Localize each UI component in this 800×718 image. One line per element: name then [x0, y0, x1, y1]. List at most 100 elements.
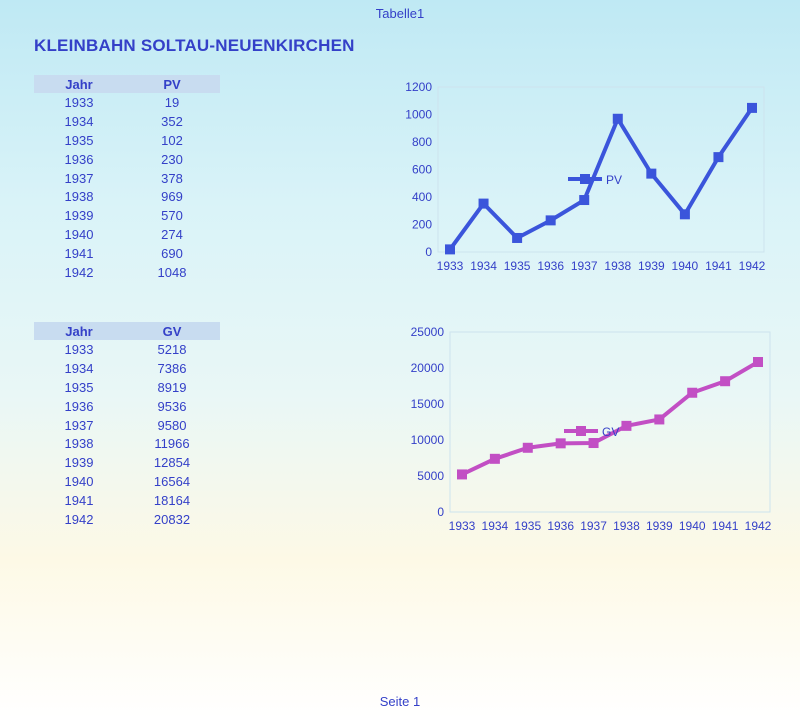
data-point: [478, 198, 489, 209]
series-line: [448, 106, 754, 251]
data-point: [545, 215, 556, 226]
table-row: 1941 18164: [34, 491, 220, 510]
cell-value: 102: [161, 132, 183, 148]
table-row: 1942 1048: [34, 263, 220, 282]
cell-year: 1934: [64, 360, 94, 376]
data-point: [579, 195, 590, 206]
table-row: 1933 5218: [34, 340, 220, 359]
column-header-jahr: Jahr: [34, 75, 124, 93]
y-tick-label: 5000: [417, 469, 444, 483]
table-row: 1941 690: [34, 244, 220, 263]
x-tick-label: 1941: [705, 259, 732, 273]
pv-line-chart: 0 200 400 600 800 1000 1200 1933 1934 1935 1936 193…: [405, 80, 766, 273]
table-row: 1938 969: [34, 187, 220, 206]
series-line: [461, 360, 760, 477]
y-tick-label: 15000: [411, 397, 445, 411]
table-row: 1939 570: [34, 206, 220, 225]
x-tick-label: 1935: [514, 519, 541, 533]
data-point: [646, 168, 657, 179]
cell-year: 1940: [64, 474, 94, 490]
table-row: 1933 19: [34, 93, 220, 112]
data-point: [687, 387, 698, 398]
y-tick-label: 10000: [411, 433, 445, 447]
y-tick-label: 1200: [405, 80, 432, 94]
legend: PV: [568, 173, 622, 187]
cell-year: 1933: [64, 94, 94, 110]
x-tick-label: 1939: [646, 519, 673, 533]
cell-value: 378: [161, 170, 183, 186]
table-row: 1937 9580: [34, 416, 220, 435]
cell-year: 1939: [64, 208, 94, 224]
table-row: 1935 102: [34, 131, 220, 150]
column-header-jahr: Jahr: [34, 322, 124, 340]
y-tick-label: 0: [425, 245, 432, 259]
x-tick-label: 1937: [571, 259, 598, 273]
x-tick-label: 1940: [672, 259, 699, 273]
legend: GV: [564, 425, 619, 439]
y-tick-label: 600: [412, 163, 432, 177]
page-title: KLEINBAHN SOLTAU-NEUENKIRCHEN: [34, 36, 355, 55]
y-tick-label: 800: [412, 135, 432, 149]
cell-value: 230: [161, 151, 183, 167]
cell-year: 1935: [64, 132, 94, 148]
cell-value: 1048: [157, 264, 187, 280]
data-point: [588, 438, 599, 449]
cell-year: 1938: [64, 436, 94, 452]
data-point: [654, 414, 665, 425]
table-row: 1937 378: [34, 169, 220, 188]
cell-year: 1933: [64, 341, 94, 357]
column-header-pv: PV: [124, 75, 220, 93]
legend-label: GV: [602, 425, 619, 439]
data-point: [512, 232, 523, 243]
x-tick-label: 1937: [580, 519, 607, 533]
y-tick-label: 20000: [411, 361, 445, 375]
table-header-row: Jahr GV: [34, 322, 220, 340]
cell-year: 1942: [64, 511, 94, 527]
x-tick-label: 1936: [547, 519, 574, 533]
x-tick-label: 1941: [712, 519, 739, 533]
gv-table: Jahr GV 1933 5218 1934 7386 1935 8919 1936 9536…: [34, 322, 220, 529]
data-point: [555, 438, 566, 449]
table-row: 1936 230: [34, 150, 220, 169]
data-point: [753, 357, 763, 368]
cell-year: 1937: [64, 170, 94, 186]
y-tick-label: 0: [437, 505, 444, 519]
cell-value: 969: [161, 189, 183, 205]
cell-value: 20832: [153, 511, 191, 527]
cell-value: 19: [164, 94, 180, 110]
cell-value: 570: [161, 208, 183, 224]
data-point: [621, 420, 632, 431]
x-tick-label: 1942: [739, 259, 766, 273]
data-point: [457, 469, 467, 480]
sheet-name: Tabelle1: [375, 6, 425, 21]
pv-table-body: 1933 19 1934 352 1935 102 1936 230 1937 378 1938 96…: [34, 93, 220, 282]
x-tick-label: 1940: [679, 519, 706, 533]
cell-value: 9536: [157, 398, 187, 414]
x-tick-label: 1939: [638, 259, 665, 273]
cell-year: 1937: [64, 417, 94, 433]
gv-table-body: 1933 5218 1934 7386 1935 8919 1936 9536 1937 9580…: [34, 340, 220, 529]
cell-year: 1941: [64, 493, 94, 509]
data-point: [445, 244, 455, 255]
table-row: 1940 274: [34, 225, 220, 244]
cell-year: 1938: [64, 189, 94, 205]
data-point: [713, 152, 724, 163]
pv-table: Jahr PV 1933 19 1934 352 1935 102 1936 230 1937 3…: [34, 75, 220, 282]
table-row: 1936 9536: [34, 397, 220, 416]
table-row: 1938 11966: [34, 434, 220, 453]
cell-value: 274: [161, 227, 183, 243]
y-tick-label: 200: [412, 218, 432, 232]
cell-value: 16564: [153, 474, 191, 490]
y-tick-label: 1000: [405, 108, 432, 122]
x-tick-label: 1935: [504, 259, 531, 273]
x-tick-label: 1942: [745, 519, 772, 533]
x-tick-label: 1934: [470, 259, 497, 273]
x-tick-label: 1934: [482, 519, 509, 533]
table-row: 1939 12854: [34, 453, 220, 472]
gv-line-chart: 0 5000 10000 15000 20000 25000 1933 1934 1935 193…: [411, 325, 772, 533]
column-header-gv: GV: [124, 322, 220, 340]
table-header-row: Jahr PV: [34, 75, 220, 93]
cell-year: 1935: [64, 379, 94, 395]
table-row: 1935 8919: [34, 378, 220, 397]
cell-value: 11966: [154, 436, 190, 452]
